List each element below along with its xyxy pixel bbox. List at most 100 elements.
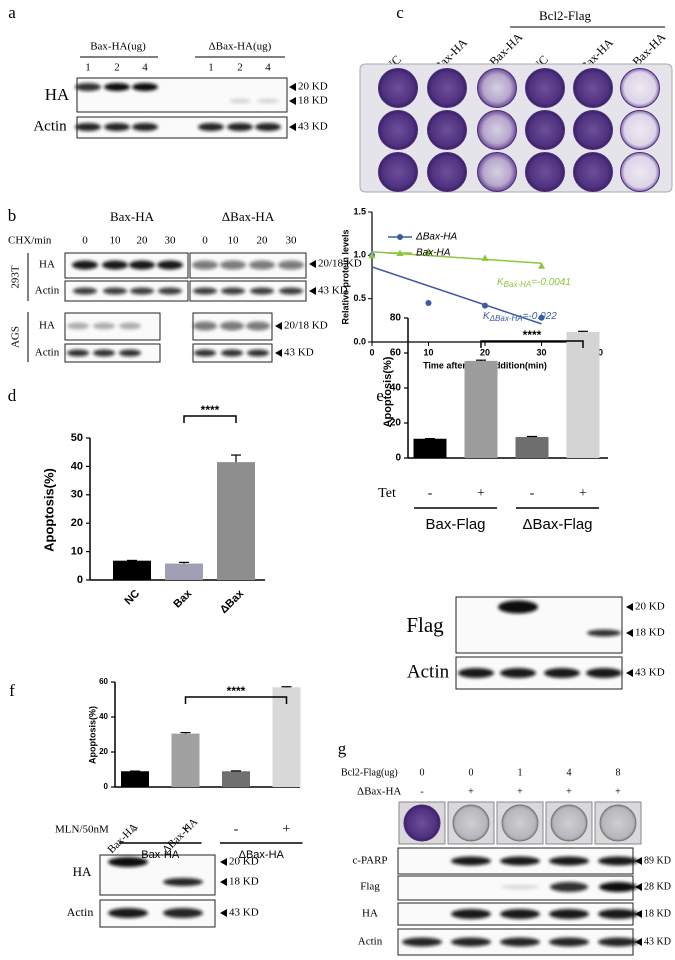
treatment-label: MLN/50nM (55, 824, 109, 836)
label: c-PARP (352, 855, 387, 867)
marker-arrow (275, 322, 282, 330)
point (538, 262, 545, 269)
well (501, 804, 539, 842)
bar (222, 771, 250, 787)
label: HA (39, 320, 55, 332)
x-tick-label: NC (122, 588, 142, 608)
well (525, 68, 565, 108)
label: AGS (10, 326, 22, 348)
blot-band (193, 287, 217, 295)
blot-band (67, 349, 89, 357)
x-tick-label: + (477, 486, 485, 501)
group-label: Bax-Flag (425, 516, 485, 533)
x-tick-label: - (133, 822, 138, 837)
size-marker: 43 KD (229, 907, 259, 919)
label: - (420, 786, 423, 797)
blot-band (108, 908, 148, 918)
label: Actin (35, 285, 60, 297)
blot-band (129, 260, 155, 270)
label: 1 (208, 62, 214, 74)
marker-arrow (289, 123, 296, 131)
blot-band (221, 287, 245, 295)
well (573, 152, 613, 192)
y-tick-label: 80 (390, 313, 402, 324)
point (538, 314, 545, 321)
bar (413, 438, 447, 458)
blot-band (250, 287, 274, 295)
error-bar (578, 330, 588, 332)
label: 0 (202, 235, 208, 247)
y-tick-label: 1.0 (353, 250, 366, 260)
label: 1 (85, 62, 91, 74)
x-tick-label: + (182, 822, 190, 837)
y-tick-label: 50 (71, 432, 83, 444)
slope-value: =-0.0041 (531, 277, 571, 288)
significance-label: **** (227, 684, 246, 698)
blot-band (198, 123, 224, 131)
legend-label: Bax-HA (416, 248, 451, 259)
y-axis-label: Apoptosis(%) (41, 468, 56, 552)
x-tick-label: 30 (536, 347, 546, 357)
blot-band (549, 856, 589, 866)
error-bar (281, 686, 292, 688)
panel-label: f (9, 681, 15, 700)
label: Bax-HA (110, 209, 155, 224)
marker-arrow (289, 83, 296, 91)
blot-band (451, 937, 491, 947)
marker-arrow (289, 97, 296, 105)
group-label: ΔBax-Flag (522, 516, 592, 533)
y-axis-label: Apoptosis(%) (87, 706, 97, 764)
well (573, 110, 613, 150)
label: 0 (469, 767, 474, 778)
label: 10 (110, 235, 122, 247)
bar (113, 560, 151, 580)
label: 293T (10, 265, 22, 289)
panel-label: a (8, 3, 16, 22)
legend-marker (396, 249, 404, 256)
label: HA (39, 259, 55, 271)
y-tick-label: 20 (71, 517, 83, 529)
x-tick-label: - (234, 822, 239, 837)
label: 2 (114, 62, 120, 74)
legend-label: ΔBax-HA (415, 232, 457, 243)
y-tick-label: 40 (71, 460, 83, 472)
y-tick-label: 0.5 (353, 293, 366, 303)
marker-arrow (635, 938, 642, 946)
label: 8 (616, 767, 621, 778)
label: 20 (257, 235, 269, 247)
point (425, 247, 432, 254)
blot-band (75, 83, 101, 91)
blot-band (67, 322, 89, 330)
blot-band (549, 937, 589, 947)
group-label: ΔBax-HA (239, 849, 285, 861)
panel-label: g (338, 739, 347, 758)
y-tick-label: 60 (99, 677, 108, 686)
label: Bax-HA(ug) (90, 41, 146, 53)
bar (121, 771, 149, 787)
label: Actin (33, 118, 67, 134)
error-bar (231, 454, 241, 463)
blot-band (246, 321, 270, 331)
slope-annotation: KBax-HA=-0.0041 (497, 277, 571, 289)
y-axis-label: Apoptosis(%) (382, 356, 394, 427)
size-marker: 18 KD (298, 95, 328, 107)
label: Actin (407, 661, 450, 682)
label: HA (73, 864, 92, 879)
label: + (517, 786, 523, 797)
size-marker: 20 KD (298, 81, 328, 93)
significance-label: **** (201, 403, 220, 417)
label: ΔBax-HA (222, 209, 275, 224)
bar (171, 733, 200, 787)
label: Bcl2-Flag (539, 8, 591, 23)
blot-band (72, 260, 98, 270)
slope-symbol: K (483, 311, 491, 322)
blot-band (257, 98, 279, 104)
treatment-label: Tet (378, 486, 396, 501)
size-marker: 18 KD (635, 627, 665, 639)
blot-band (249, 260, 275, 270)
blot-band (587, 629, 621, 637)
x-tick-label: + (283, 822, 291, 837)
label: 0 (82, 235, 88, 247)
blot-band (227, 123, 253, 131)
